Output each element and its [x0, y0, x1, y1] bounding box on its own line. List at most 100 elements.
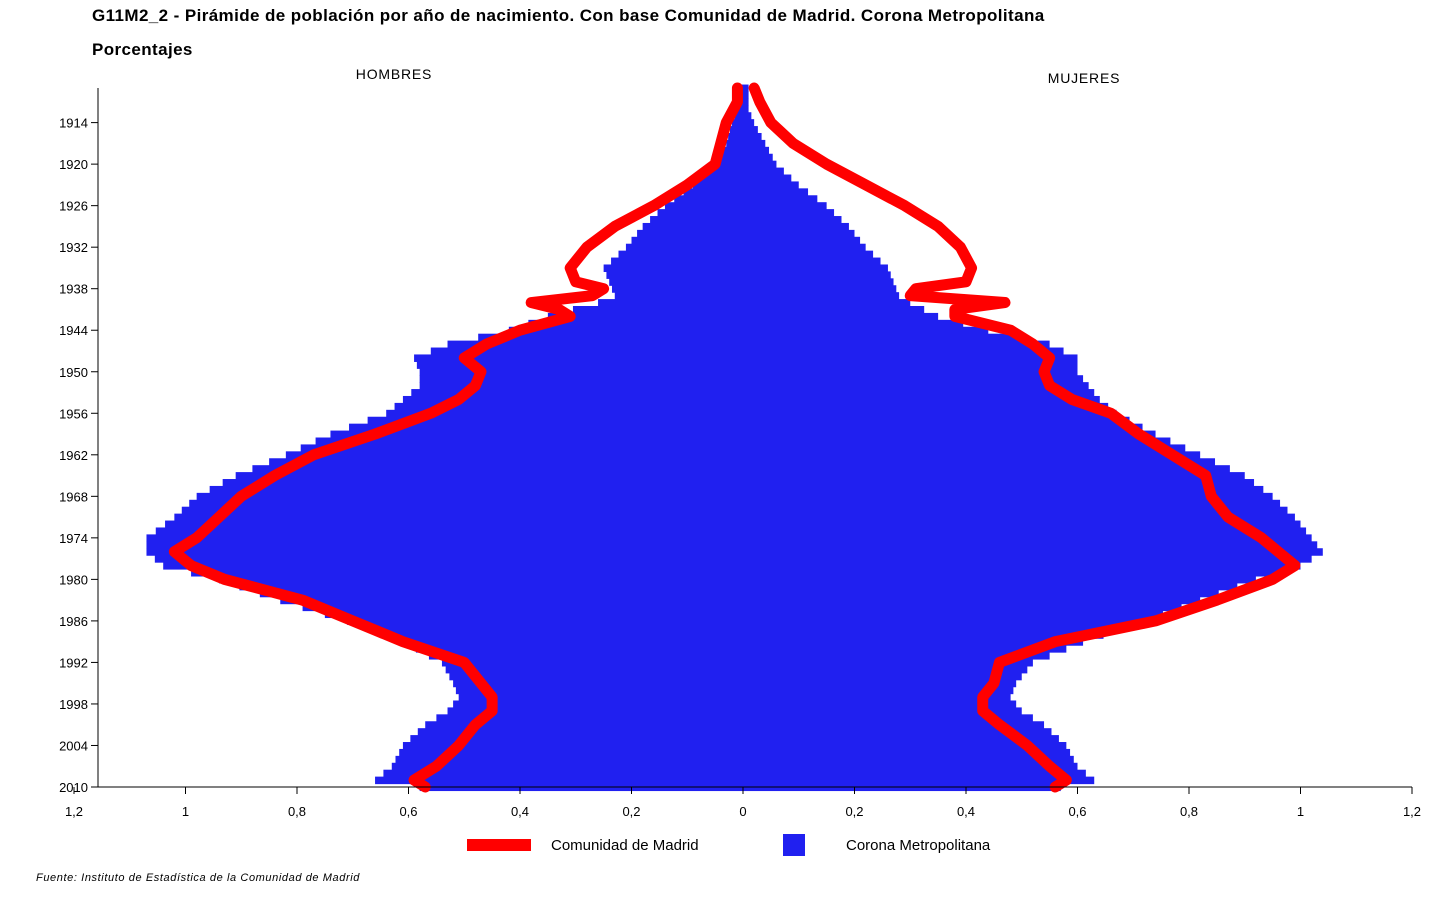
bar-women-2005	[743, 748, 1071, 757]
bar-women-1940	[743, 299, 911, 307]
bar-women-2002	[743, 728, 1052, 736]
bar-men-1994	[449, 672, 743, 681]
bar-men-1974	[146, 534, 744, 542]
bar-women-1929	[743, 222, 849, 231]
bar-men-1919	[718, 153, 743, 162]
bar-women-1965	[743, 472, 1245, 480]
bar-women-1996	[743, 686, 1014, 695]
bar-women-1915	[743, 126, 758, 134]
bar-men-1973	[155, 527, 743, 535]
bar-men-1976	[146, 548, 744, 556]
bar-women-1979	[743, 568, 1279, 577]
bar-men-1955	[394, 402, 743, 411]
bar-men-1961	[300, 444, 743, 452]
legend-swatch-line	[467, 839, 531, 851]
bar-men-1912	[737, 105, 743, 113]
line-layer	[168, 82, 1301, 793]
x-tick-label-2: 0,8	[288, 804, 306, 819]
bar-men-1928	[650, 216, 743, 224]
bar-men-1954	[402, 395, 743, 404]
bar-women-1978	[743, 562, 1301, 570]
bar-women-1930	[743, 229, 855, 238]
y-tick-label-1920: 1920	[59, 157, 88, 172]
bar-men-1947	[430, 347, 743, 356]
bar-women-1967	[743, 485, 1264, 494]
legend-swatch-bars	[783, 834, 805, 856]
bar-women-1961	[743, 444, 1186, 452]
bar-men-1944	[508, 326, 743, 335]
bar-women-1938	[743, 285, 897, 293]
bar-men-1950	[419, 368, 743, 376]
bar-women-1966	[743, 479, 1255, 487]
bar-women-1991	[743, 652, 1050, 660]
bar-men-1964	[252, 465, 743, 473]
bar-men-1925	[674, 195, 743, 203]
bar-men-1996	[455, 686, 743, 695]
line-women	[748, 82, 1301, 793]
bar-men-1942	[547, 312, 743, 321]
bar-men-2003	[410, 735, 743, 743]
bar-women-1912	[743, 105, 749, 113]
bar-men-1929	[642, 222, 743, 231]
y-tick-label-2004: 2004	[59, 738, 88, 753]
x-tick-label-3: 0,6	[399, 804, 417, 819]
bar-men-1970	[181, 506, 744, 515]
bar-men-1916	[728, 132, 743, 141]
legend: Comunidad de Madrid Corona Metropolitana	[467, 834, 991, 856]
bar-women-1976	[743, 548, 1323, 556]
bar-men-1952	[419, 382, 743, 390]
y-tick-label-1932: 1932	[59, 240, 88, 255]
bar-women-1988	[743, 631, 1104, 639]
bar-men-1957	[367, 416, 743, 425]
y-tick-label-1968: 1968	[59, 489, 88, 504]
bar-women-1928	[743, 216, 842, 224]
bar-women-1990	[743, 645, 1067, 653]
bar-women-1982	[743, 589, 1219, 598]
bar-men-1990	[415, 645, 743, 653]
bar-women-1948	[743, 354, 1078, 362]
legend-label-line: Comunidad de Madrid	[551, 837, 699, 854]
bar-women-1913	[743, 112, 752, 120]
bar-women-2001	[743, 721, 1045, 729]
bar-men-1989	[402, 638, 743, 646]
bar-men-1995	[453, 679, 743, 688]
bar-women-1950	[743, 368, 1078, 376]
bar-women-1984	[743, 603, 1182, 612]
bar-women-1943	[743, 319, 964, 328]
bar-men-1945	[478, 333, 743, 342]
bar-men-1977	[154, 555, 743, 563]
bar-men-1956	[386, 409, 743, 418]
bar-men-1915	[729, 126, 743, 134]
bar-women-1995	[743, 679, 1017, 688]
x-tick-label-6: 0	[739, 804, 746, 819]
bar-men-1922	[700, 174, 743, 183]
bar-women-1935	[743, 264, 888, 273]
bar-men-1938	[611, 285, 743, 293]
bar-men-1998	[453, 700, 743, 709]
bar-men-1939	[614, 292, 743, 300]
bar-men-1987	[365, 624, 743, 632]
bar-women-1909	[743, 84, 749, 93]
x-tick-label-10: 0,8	[1180, 804, 1198, 819]
bar-women-1931	[743, 236, 861, 245]
bar-men-1946	[447, 340, 743, 349]
bar-men-1999	[447, 707, 743, 715]
bar-women-2006	[743, 755, 1074, 764]
bar-women-1936	[743, 271, 891, 279]
bar-men-1960	[315, 437, 743, 446]
y-tick-label-1944: 1944	[59, 323, 88, 338]
bar-women-1959	[743, 430, 1156, 439]
bar-women-1963	[743, 458, 1216, 466]
bar-men-1940	[598, 299, 743, 307]
bar-women-1989	[743, 638, 1084, 646]
bar-women-1946	[743, 340, 1050, 349]
bar-women-1985	[743, 610, 1163, 619]
y-tick-label-1926: 1926	[59, 199, 88, 214]
x-tick-label-0: 1,2	[65, 804, 83, 819]
bar-men-1992	[441, 658, 743, 667]
bar-men-1913	[734, 112, 743, 120]
bar-women-1924	[743, 188, 809, 196]
bar-men-1966	[222, 479, 743, 487]
bar-men-1935	[603, 264, 743, 273]
